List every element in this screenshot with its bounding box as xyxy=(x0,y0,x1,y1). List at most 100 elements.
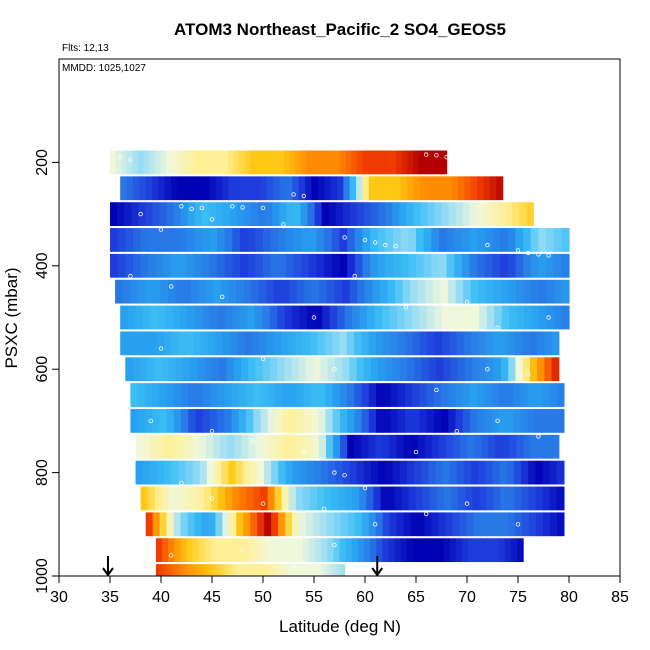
heatmap-cell xyxy=(317,331,326,356)
heatmap-cell xyxy=(205,279,215,304)
heatmap-cell xyxy=(479,357,488,382)
heatmap-cell xyxy=(318,434,327,459)
heatmap-cell xyxy=(132,357,141,382)
heatmap-cell xyxy=(447,279,457,304)
heatmap-cell xyxy=(276,434,285,459)
heatmap-cell xyxy=(192,460,201,485)
heatmap-cell xyxy=(225,564,229,576)
heatmap-cell xyxy=(288,486,297,511)
heatmap-cell xyxy=(145,176,153,201)
heatmap-cell xyxy=(314,460,322,485)
heatmap-cell xyxy=(228,460,237,485)
heatmap-cell xyxy=(164,331,172,356)
heatmap-cell xyxy=(388,538,396,563)
observation-points xyxy=(117,152,551,568)
heatmap-cell xyxy=(140,253,149,278)
heatmap-cell xyxy=(255,434,264,459)
heatmap-cell xyxy=(327,538,334,563)
y-axis-label: PSXC (mbar) xyxy=(2,267,21,368)
heatmap-cell xyxy=(396,434,405,459)
heatmap-cell xyxy=(117,228,126,252)
heatmap-cell xyxy=(318,409,327,433)
heatmap-cell xyxy=(193,331,202,356)
heatmap-cell xyxy=(529,331,538,356)
heatmap-cell xyxy=(419,176,427,201)
observation-point xyxy=(495,418,500,424)
heatmap-cell xyxy=(152,202,160,226)
heatmap-cell xyxy=(168,357,177,382)
y-tick-label: 1000 xyxy=(34,558,51,594)
heatmap-cell xyxy=(456,305,465,330)
heatmap-cell xyxy=(332,331,341,356)
heatmap-cell xyxy=(330,176,338,201)
heatmap-cell xyxy=(110,150,117,175)
heatmap-cell xyxy=(382,305,391,330)
heatmap-cell xyxy=(191,434,200,459)
heatmap-cell xyxy=(561,305,570,330)
heatmap-cell xyxy=(125,228,134,252)
heatmap-cell xyxy=(342,460,351,485)
heatmap-cells xyxy=(110,150,570,576)
heatmap-cell xyxy=(241,538,249,563)
heatmap-cell xyxy=(289,409,298,433)
heatmap-cell xyxy=(279,202,287,226)
heatmap-cell xyxy=(329,305,338,330)
heatmap-cell xyxy=(260,486,269,511)
heatmap-cell xyxy=(501,512,509,537)
heatmap-cell xyxy=(423,253,432,278)
heatmap-cell xyxy=(135,434,144,459)
heatmap-cell xyxy=(147,486,156,511)
heatmap-cell xyxy=(380,486,389,511)
observation-point xyxy=(332,470,337,475)
heatmap-cell xyxy=(188,383,197,407)
heatmap-cell xyxy=(131,202,139,226)
heatmap-cell xyxy=(137,279,146,304)
heatmap-cell xyxy=(278,253,287,278)
heatmap-cell xyxy=(238,383,247,407)
heatmap-cell xyxy=(135,460,144,485)
heatmap-cell xyxy=(345,486,353,511)
heatmap-cell xyxy=(362,253,371,278)
heatmap-cell xyxy=(454,228,463,252)
heatmap-cell xyxy=(407,357,415,382)
heatmap-cell xyxy=(343,176,351,201)
heatmap-cell xyxy=(408,486,417,511)
heatmap-cell xyxy=(247,305,256,330)
heatmap-cell xyxy=(530,228,539,252)
heatmap-cell xyxy=(362,176,370,201)
heatmap-cell xyxy=(175,357,184,382)
heatmap-cell xyxy=(387,279,396,304)
heatmap-cell xyxy=(184,434,193,459)
heatmap-cell xyxy=(260,409,269,433)
heatmap-cell xyxy=(413,202,422,226)
heatmap-cell xyxy=(212,357,220,382)
heatmap-cell xyxy=(302,538,310,563)
heatmap-cell xyxy=(412,409,421,433)
heatmap-cell xyxy=(204,357,213,382)
heatmap-cell xyxy=(253,564,258,576)
heatmap-cell xyxy=(320,357,329,382)
heatmap-cell xyxy=(132,228,142,252)
heatmap-cell xyxy=(492,253,501,278)
heatmap-cell xyxy=(376,383,384,407)
heatmap-cell xyxy=(158,176,166,201)
heatmap-cell xyxy=(306,512,314,537)
heatmap-cell xyxy=(553,279,563,304)
heatmap-cell xyxy=(159,512,168,537)
heatmap-cell xyxy=(190,357,199,382)
heatmap-cell xyxy=(461,538,469,563)
heatmap-cell xyxy=(278,538,286,563)
heatmap-cell xyxy=(275,564,280,576)
heatmap-cell xyxy=(273,331,282,356)
heatmap-cell xyxy=(561,253,570,278)
heatmap-cell xyxy=(492,538,500,563)
x-tick-label: 75 xyxy=(509,589,527,606)
heatmap-cell xyxy=(281,564,286,576)
heatmap-cell xyxy=(240,253,249,278)
heatmap-cell xyxy=(171,253,180,278)
heatmap-cell xyxy=(393,228,402,252)
observation-point xyxy=(515,248,521,253)
heatmap-cell xyxy=(240,564,245,576)
heatmap-cell xyxy=(452,512,460,537)
heatmap-cell xyxy=(215,564,220,576)
